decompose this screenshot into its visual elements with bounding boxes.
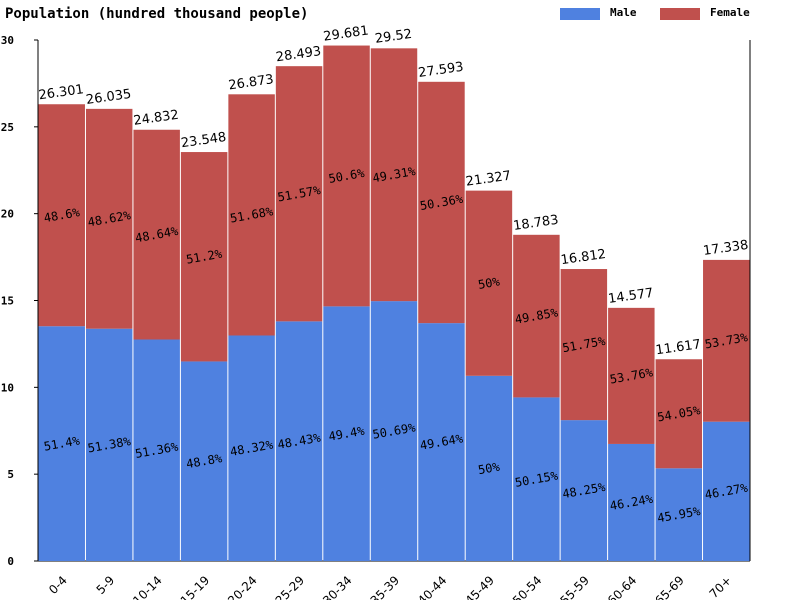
total-label: 26.301 — [38, 82, 85, 103]
bar-segment — [418, 323, 465, 561]
bar-segment — [560, 269, 608, 421]
total-label: 11.617 — [655, 337, 702, 358]
y-tick-label: 20 — [1, 208, 14, 221]
bar-segment — [133, 129, 180, 340]
x-tick-label: 5-9 — [94, 573, 118, 597]
y-tick-label: 0 — [7, 555, 14, 568]
bar-segment — [560, 420, 608, 561]
bar-segment — [513, 397, 560, 561]
total-label: 27.593 — [417, 60, 464, 81]
bar-segment — [655, 468, 703, 561]
bar-segment — [513, 234, 560, 398]
total-label: 26.035 — [85, 87, 132, 108]
bar-segment — [323, 306, 370, 561]
total-label: 29.52 — [374, 27, 413, 47]
bar-segment — [608, 443, 655, 561]
share-label: 50% — [477, 274, 502, 292]
bar-segment — [275, 66, 323, 322]
bar-segment — [370, 301, 418, 561]
legend-swatch — [560, 8, 600, 20]
x-tick-label: 20-24 — [225, 573, 260, 600]
x-tick-label: 55-59 — [557, 573, 592, 600]
x-tick-label: 15-19 — [178, 573, 213, 600]
share-label: 51.4% — [43, 433, 82, 453]
legend-swatch — [660, 8, 700, 20]
y-tick-label: 30 — [1, 34, 14, 47]
total-label: 26.873 — [228, 72, 275, 93]
bar-segment — [370, 48, 418, 302]
bar-segment — [465, 190, 513, 376]
bar-segment — [465, 375, 513, 561]
total-label: 29.681 — [322, 23, 369, 44]
x-tick-label: 70+ — [707, 573, 735, 600]
chart-title: Population (hundred thousand people) — [5, 6, 308, 22]
total-label: 18.783 — [512, 213, 559, 234]
bar-segment — [323, 45, 370, 307]
y-tick-label: 10 — [1, 381, 14, 394]
x-tick-label: 30-34 — [320, 573, 355, 600]
total-label: 16.812 — [560, 247, 607, 268]
y-tick-label: 25 — [1, 121, 14, 134]
y-tick-label: 5 — [7, 468, 14, 481]
bar-segment — [703, 421, 750, 561]
bar-segment — [180, 361, 228, 561]
x-tick-label: 65-69 — [652, 573, 687, 600]
y-tick-label: 15 — [1, 295, 14, 308]
legend-label: Male — [610, 6, 637, 19]
x-tick-label: 60-64 — [605, 573, 640, 600]
share-label: 51.2% — [185, 247, 224, 267]
bar-segment — [275, 321, 323, 561]
x-tick-label: 10-14 — [130, 573, 165, 600]
total-label: 28.493 — [275, 44, 322, 65]
bar-segment — [133, 339, 180, 561]
total-label: 17.338 — [702, 238, 749, 259]
bar-segment — [228, 94, 275, 336]
bar-segment — [703, 259, 750, 422]
bar-segment — [228, 335, 275, 561]
share-label: 50.6% — [328, 166, 367, 186]
share-label: 50% — [477, 459, 502, 477]
x-tick-label: 40-44 — [415, 573, 450, 600]
bar-segment — [38, 326, 85, 561]
bar-segment — [85, 328, 133, 561]
share-label: 49.4% — [328, 424, 367, 444]
x-tick-label: 45-49 — [462, 573, 497, 600]
x-tick-label: 35-39 — [368, 573, 403, 600]
bar-segment — [180, 152, 228, 362]
total-label: 14.577 — [607, 286, 654, 307]
share-label: 48.6% — [43, 205, 82, 225]
x-tick-label: 25-29 — [273, 573, 308, 600]
bar-segment — [38, 104, 85, 327]
x-tick-label: 50-54 — [510, 573, 545, 600]
total-label: 24.832 — [133, 108, 180, 129]
bar-segment — [655, 359, 703, 469]
total-label: 21.327 — [465, 169, 512, 190]
bar-segment — [608, 307, 655, 444]
share-label: 48.8% — [185, 451, 224, 471]
bar-segment — [418, 81, 465, 324]
legend-label: Female — [710, 6, 750, 19]
total-label: 23.548 — [180, 130, 227, 151]
bar-segment — [85, 108, 133, 329]
x-tick-label: 0-4 — [46, 573, 70, 597]
